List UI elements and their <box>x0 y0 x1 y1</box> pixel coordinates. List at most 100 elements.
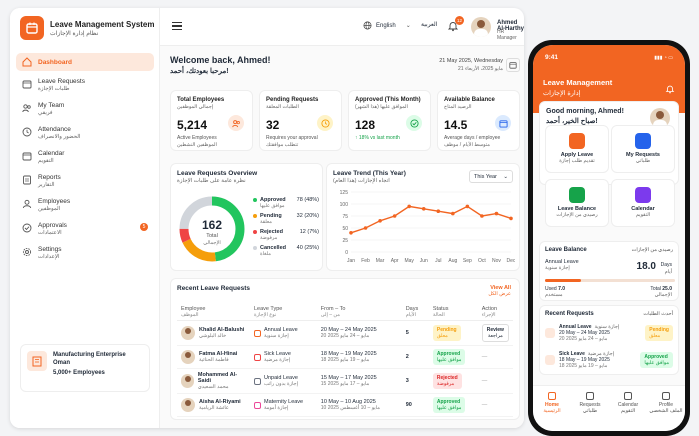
stat-sub-ar: متوسط الأيام / موظف <box>444 142 490 148</box>
clock-icon <box>22 127 32 137</box>
stat-label-ar: الموافق عليها (هذا الشهر) <box>355 104 408 110</box>
balance-days: 18.0 <box>636 261 656 272</box>
quick-action-calendar[interactable]: Calendar التقويم <box>611 179 675 227</box>
leave-dates: 20 May – 24 May 2025 <box>320 327 377 333</box>
status-cell: Pending معلق <box>428 320 478 346</box>
x-tick-label: May <box>404 258 414 264</box>
tab-requests[interactable]: Requests طلباتي <box>571 386 609 431</box>
sidebar-item-reports[interactable]: Reports التقارير <box>16 171 154 195</box>
y-tick-label: 100 <box>340 202 349 208</box>
request-type-ar: إجازة سنوية <box>594 324 620 330</box>
sidebar-item-approvals[interactable]: Approvals الاعتمادات 5 <box>16 219 154 243</box>
mobile-user-avatar[interactable] <box>650 108 670 128</box>
sidebar-item-label-ar: التقويم <box>38 158 54 164</box>
sidebar-item-my-team[interactable]: My Team فريقي <box>16 99 154 123</box>
mobile-phone-frame: 9:41 ▮▮▮ ◔ ▭ Leave Management إدارة الإج… <box>528 40 690 436</box>
balance-total-label: Total <box>650 286 661 292</box>
sidebar-item-calendar[interactable]: Calendar التقويم <box>16 147 154 171</box>
tab-home[interactable]: Home الرئيسية <box>533 386 571 431</box>
table-row[interactable]: Fatma Al-Hinai فاطمة الحنائية Sick Leave إج… <box>177 345 513 369</box>
no-action: — <box>481 402 488 408</box>
legend-text: Pending معلقة <box>260 213 297 225</box>
quick-action-my-requests[interactable]: My Requests طلباتي <box>611 125 675 173</box>
calendar-button[interactable] <box>506 58 520 72</box>
sidebar-item-leave-requests[interactable]: Leave Requests طلبات الإجازة <box>16 75 154 99</box>
legend-label: Approved <box>260 197 286 203</box>
user-avatar[interactable] <box>471 17 491 37</box>
action-icon <box>569 133 585 149</box>
stat-sub: ↑ 18% vs last month <box>355 135 400 141</box>
tab-calendar[interactable]: Calendar التقويم <box>609 386 647 431</box>
leave-type-ar: إجازة بدون راتب <box>263 381 299 387</box>
mobile-leave-balance-card: Leave Balance رصيدي من الإجازات Annual L… <box>539 241 679 301</box>
bell-icon[interactable] <box>665 81 675 99</box>
status-label-ar: موافق عليها <box>436 405 462 411</box>
users-icon <box>228 115 244 131</box>
review-button[interactable]: Review مراجعة <box>481 324 509 342</box>
calendar-icon <box>495 115 511 131</box>
recent-title: Recent Leave Requests <box>177 285 250 292</box>
legend-label-ar: مرفوضة <box>260 235 278 241</box>
x-tick-label: Sep <box>463 258 472 264</box>
view-all-link[interactable]: View All عرض الكل <box>488 285 511 297</box>
sidebar-item-label: Settings <box>38 246 62 253</box>
list-item[interactable]: Annual Leave إجازة سنوية 20 May – 24 May 2… <box>545 322 673 344</box>
tab-profile[interactable]: Profile الملف الشخصي <box>647 386 685 431</box>
notifications-button[interactable]: 12 <box>447 16 464 33</box>
request-dates: 20 May – 24 May 2025 <box>559 330 610 336</box>
column-header-label-ar: الموظف <box>181 312 199 318</box>
leave-type-icon <box>545 355 555 365</box>
table-row[interactable]: Khalid Al-Balushi خالد البلوشي Annual Leav… <box>177 320 513 346</box>
sidebar-item-employees[interactable]: Employees الموظفين <box>16 195 154 219</box>
stat-sub: Requires your approval <box>266 135 318 141</box>
employee-name: Mohammed Al-Saidi <box>197 372 238 384</box>
x-tick-label: Apr <box>391 258 399 264</box>
trend-point <box>421 207 426 211</box>
stat-card-pending-requests: Pending Requests الطلبات المعلقة 32 Requ… <box>259 90 342 151</box>
request-type: Annual Leave <box>559 324 592 330</box>
user-role: HR Manager <box>497 29 517 41</box>
action-cell: — <box>477 393 513 417</box>
status-label: Approved <box>436 351 461 357</box>
sidebar-item-dashboard[interactable]: Dashboard <box>16 53 154 71</box>
quick-action-apply-leave[interactable]: Apply Leave تقديم طلب إجازة <box>545 125 609 173</box>
leave-trend-chart: 0 25 50 75 100 125 Jan Feb Mar Apr May Jun Jul Aug Sep… <box>340 190 515 264</box>
report-icon <box>23 175 31 185</box>
column-header-label-ar: الحالة <box>432 312 445 318</box>
stat-sub-ar: الموظفين النشطين <box>177 142 217 148</box>
column-header: Employee الموظف <box>177 304 250 321</box>
sidebar-item-settings[interactable]: Settings الإعدادات <box>16 243 154 267</box>
table-row[interactable]: Mohammed Al-Saidi محمد السعيدي Unpaid Leav… <box>177 368 513 394</box>
overview-legend: Approved موافق عليها 78 (48%) Pending معلقة 3… <box>253 197 319 261</box>
trend-point <box>392 214 397 218</box>
status-cell: Rejected مرفوضة <box>428 368 478 394</box>
sidebar-item-label: Employees <box>38 198 71 205</box>
leave-dates: 15 May – 17 May 2025 <box>320 375 377 381</box>
dates-cell: 15 May – 17 May 2025 15 مايو – 17 مايو 20… <box>316 368 402 394</box>
arabic-language-link[interactable]: العربية <box>421 22 438 28</box>
y-tick-label: 50 <box>342 226 348 232</box>
action-label-ar: طلباتي <box>635 158 651 164</box>
users-icon <box>22 199 32 209</box>
request-type: Sick Leave <box>559 351 585 357</box>
quick-action-leave-balance[interactable]: Leave Balance رصيدي من الإجازات <box>545 179 609 227</box>
menu-icon[interactable] <box>172 22 182 30</box>
sidebar-item-attendance[interactable]: Attendance الحضور والانصراف <box>16 123 154 147</box>
leave-type-ar: إجازة أمومة <box>263 405 289 411</box>
stat-value: 14.5 <box>444 118 468 132</box>
list-item[interactable]: Sick Leave إجازة مرضية 18 May – 19 May 202… <box>545 349 673 371</box>
request-dates-ar: 20 مايو – 24 مايو 2025 <box>559 336 608 342</box>
notification-count-badge: 12 <box>455 16 464 25</box>
building-icon <box>27 351 47 371</box>
current-date-ar: 21 مايو 2025، الأربعاء <box>458 66 503 72</box>
leave-dates-ar: 10 مايو – 10 أغسطس 2025 <box>320 405 380 411</box>
request-dates-ar: 18 مايو – 19 مايو 2025 <box>559 363 608 369</box>
leave-type: Sick Leave <box>263 351 291 357</box>
language-selector[interactable]: English ⌄ <box>363 21 411 30</box>
balance-title-ar: رصيدي من الإجازات <box>631 247 673 253</box>
table-row[interactable]: Aisha Al-Riyami عائشة الريامية Maternity L… <box>177 393 513 417</box>
trend-period-select[interactable]: This Year ⌄ <box>469 170 513 183</box>
stat-label: Pending Requests <box>266 97 319 103</box>
table-header-row: Employee الموظف Leave Type نوع الإجازة From … <box>177 304 513 321</box>
language-label: English <box>376 22 396 29</box>
